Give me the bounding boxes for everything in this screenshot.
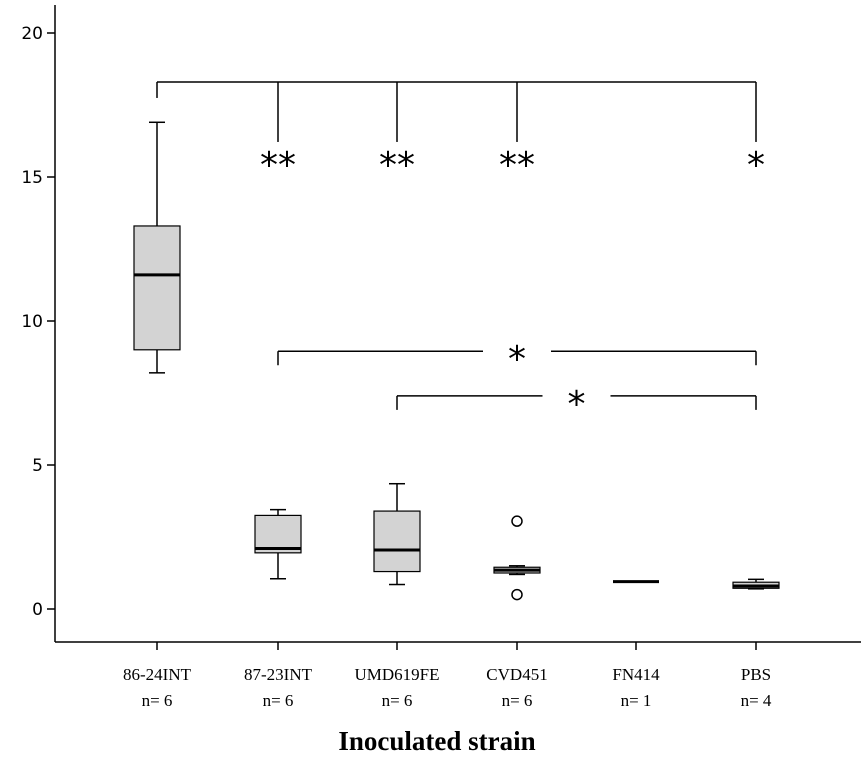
category-label: 87-23INT	[244, 665, 313, 684]
category-n-label: n= 6	[502, 691, 533, 710]
y-tick-label: 20	[21, 24, 43, 44]
box-pbs	[732, 578, 780, 590]
box-iqr	[254, 514, 302, 554]
significance-bracket: ** ** ** *	[156, 81, 765, 186]
box-86-24int	[133, 121, 181, 374]
y-tick-label: 5	[32, 456, 43, 476]
outlier-point	[511, 515, 523, 527]
box-cvd451	[493, 515, 541, 601]
significance-bracket: *	[277, 339, 757, 380]
category-n-label: n= 1	[621, 691, 652, 710]
significance-label: *	[747, 145, 765, 186]
significance-brackets: ** ** ** ***	[156, 81, 765, 425]
category-label: UMD619FE	[354, 665, 439, 684]
box-iqr	[133, 225, 181, 351]
outlier-point	[511, 588, 523, 601]
category-label: FN414	[612, 665, 660, 684]
significance-bracket: *	[396, 384, 757, 425]
significance-label: **	[379, 145, 415, 186]
y-tick-label: 10	[21, 312, 43, 332]
category-n-label: n= 6	[263, 691, 294, 710]
category-n-label: n= 4	[741, 691, 772, 710]
category-label: CVD451	[486, 665, 547, 684]
x-axis-title: Inoculated strain	[338, 726, 535, 756]
y-tick-label: 0	[32, 600, 43, 620]
category-label: 86-24INT	[123, 665, 192, 684]
box-iqr	[373, 510, 421, 573]
significance-label: *	[568, 384, 586, 425]
boxes	[133, 121, 780, 601]
category-n-label: n= 6	[382, 691, 413, 710]
box-87-23int	[254, 508, 302, 580]
significance-label: *	[508, 339, 526, 380]
category-n-label: n= 6	[142, 691, 173, 710]
y-tick-label: 15	[21, 168, 43, 188]
significance-label: **	[499, 145, 535, 186]
significance-label: **	[260, 145, 296, 186]
box-umd619fe	[373, 482, 421, 586]
category-label: PBS	[741, 665, 771, 684]
axes: 0 5 10 15 20 86-24INT n= 6 87-23INT n= 6 UMD619FE…	[21, 5, 861, 710]
